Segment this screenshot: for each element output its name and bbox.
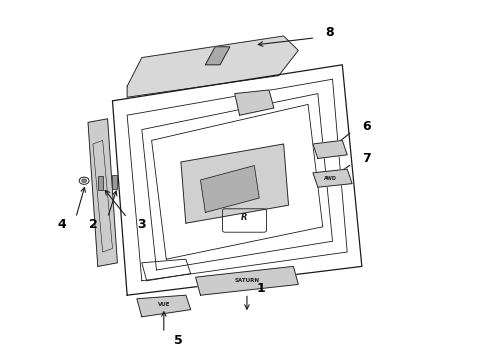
Text: 5: 5 <box>173 334 182 347</box>
Polygon shape <box>137 295 190 317</box>
Text: 2: 2 <box>89 219 98 231</box>
Text: VUE: VUE <box>157 302 170 307</box>
Polygon shape <box>312 169 351 187</box>
Text: 1: 1 <box>256 282 265 294</box>
Circle shape <box>79 177 89 184</box>
Text: SATURN: SATURN <box>234 278 259 283</box>
Polygon shape <box>127 36 298 97</box>
Polygon shape <box>312 140 346 158</box>
Polygon shape <box>234 90 273 115</box>
Polygon shape <box>195 266 298 295</box>
Bar <box>112 175 117 189</box>
Text: AWD: AWD <box>323 176 336 181</box>
Circle shape <box>81 179 86 183</box>
Polygon shape <box>200 166 259 212</box>
Text: 7: 7 <box>361 152 370 165</box>
Polygon shape <box>205 47 229 65</box>
Text: 6: 6 <box>361 120 370 132</box>
Text: 4: 4 <box>57 219 66 231</box>
Polygon shape <box>181 144 288 223</box>
Bar <box>98 176 102 190</box>
Text: R: R <box>241 213 247 222</box>
Text: 8: 8 <box>325 26 333 39</box>
Polygon shape <box>88 119 117 266</box>
Text: 3: 3 <box>137 219 145 231</box>
